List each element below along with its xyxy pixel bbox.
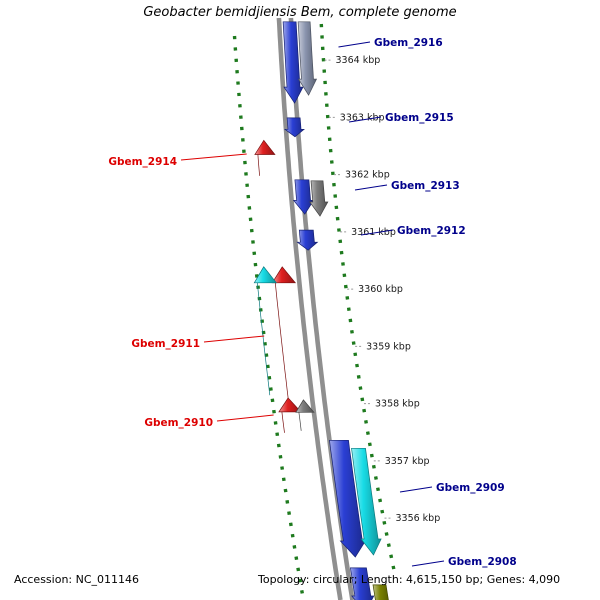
genome-backbone-line-left (276, 17, 343, 600)
page-title: Geobacter bemidjiensis Bem, complete gen… (143, 5, 457, 20)
ruler-label: 3358 kbp (375, 399, 420, 410)
ruler-label: 3363 kbp (340, 112, 385, 123)
gene-label-Gbem_2911[interactable]: Gbem_2911 (131, 338, 200, 350)
gene-label-leader-Gbem_2916 (338, 41, 371, 48)
topology-length-genes-label: Topology: circular; Length: 4,615,150 bp… (258, 573, 561, 586)
gene-arrow-Gbem_2910[interactable] (278, 397, 302, 433)
gene-label-leader-Gbem_2913 (354, 184, 388, 191)
gene-arrow-Gbem_2911-pair[interactable] (253, 266, 278, 396)
gene-arrow-Gbem_2910-pair[interactable] (295, 399, 315, 431)
gene-arrow-Gbem_2915[interactable] (283, 117, 305, 138)
gene-label-Gbem_2912[interactable]: Gbem_2912 (397, 225, 466, 237)
gene-arrow-Gbem_2909[interactable] (329, 439, 367, 558)
ruler-label: 3356 kbp (395, 513, 440, 524)
ruler-label: 3361 kbp (351, 227, 396, 238)
gene-arrow-Gbem_2912[interactable] (296, 229, 319, 251)
gene-label-leader-Gbem_2908 (411, 560, 445, 567)
ruler-label: 3357 kbp (385, 456, 430, 467)
gene-label-Gbem_2914[interactable]: Gbem_2914 (108, 156, 177, 168)
gene-label-Gbem_2909[interactable]: Gbem_2909 (436, 482, 505, 494)
gene-arrow-Gbem_2909-pair[interactable] (351, 447, 382, 556)
gene-label-leader-Gbem_2914 (180, 153, 247, 161)
gene-arrow-Gbem_2913-pair[interactable] (309, 180, 329, 217)
gene-arrow-Gbem_2916-pair[interactable] (297, 21, 318, 96)
status-bar: Accession: NC_011146 Topology: circular;… (0, 571, 600, 589)
ruler-dotted-line-right (319, 23, 396, 571)
ruler-label: 3364 kbp (336, 55, 381, 66)
ruler-dotted-line-left (232, 35, 305, 595)
ruler-label: 3360 kbp (358, 284, 403, 295)
gene-arrow-Gbem_2914[interactable] (254, 139, 276, 176)
gene-label-Gbem_2916[interactable]: Gbem_2916 (374, 37, 443, 49)
gene-label-Gbem_2908[interactable]: Gbem_2908 (448, 556, 517, 568)
gene-arrow-Gbem_2911[interactable] (271, 266, 297, 401)
gene-arrow-Gbem_2916[interactable] (282, 21, 304, 104)
ruler-label: 3359 kbp (366, 341, 411, 352)
gene-arrow-Gbem_2908[interactable] (349, 567, 375, 600)
gene-label-leader-Gbem_2909 (399, 486, 433, 493)
gene-arrow-Gbem_2913[interactable] (292, 179, 315, 215)
gene-label-Gbem_2910[interactable]: Gbem_2910 (144, 417, 213, 429)
accession-label: Accession: NC_011146 (14, 573, 140, 586)
gene-label-leader-Gbem_2915 (348, 116, 382, 123)
gene-label-leader-Gbem_2912 (360, 229, 394, 236)
gene-label-leader-Gbem_2910 (216, 414, 274, 422)
ruler-label: 3362 kbp (345, 170, 390, 181)
gene-label-Gbem_2913[interactable]: Gbem_2913 (391, 180, 460, 192)
gene-arrow-Gbem_2908-pair[interactable] (372, 584, 392, 600)
gene-label-Gbem_2915[interactable]: Gbem_2915 (385, 112, 454, 124)
gene-label-leader-Gbem_2911 (203, 335, 265, 343)
